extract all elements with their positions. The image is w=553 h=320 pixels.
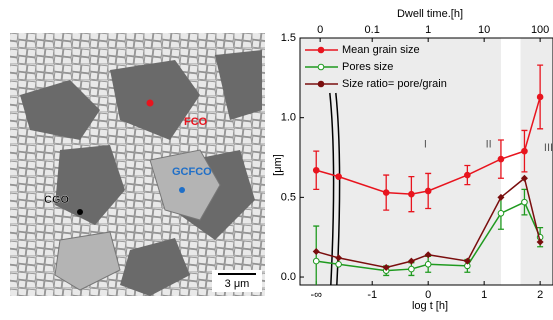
- x-tick-label: 1: [481, 289, 487, 301]
- legend-marker: [318, 81, 324, 87]
- point: [522, 199, 528, 205]
- point: [425, 188, 431, 194]
- label-fco: FCO: [184, 116, 208, 128]
- y-tick-label: 0.0: [281, 271, 296, 283]
- region-label: III: [544, 142, 553, 154]
- point: [522, 148, 528, 154]
- x-axis-title: log t [h]: [412, 300, 448, 312]
- point: [383, 190, 389, 196]
- legend-label: Size ratio= pore/grain: [342, 78, 447, 90]
- x2-tick-label: 10: [478, 24, 490, 36]
- x-tick-label: 2: [537, 289, 543, 301]
- legend-label: Pores size: [342, 61, 393, 73]
- x2-tick-label: 0: [317, 24, 323, 36]
- point: [537, 94, 543, 100]
- y-tick-label: 0.5: [281, 191, 296, 203]
- x2-tick-label: 100: [531, 24, 549, 36]
- fco-dot: [147, 100, 154, 107]
- legend-label: Mean grain size: [342, 44, 420, 56]
- point: [498, 210, 504, 216]
- point: [425, 261, 431, 267]
- x2-axis-title: Dwell time.[h]: [397, 8, 463, 20]
- gcfco-dot: [179, 187, 185, 193]
- shaded-region: [300, 38, 501, 285]
- x2-tick-label: 0.1: [365, 24, 380, 36]
- point: [498, 156, 504, 162]
- y-axis-title: [μm]: [272, 154, 284, 176]
- point: [336, 261, 342, 267]
- label-gcfco: GCFCO: [172, 166, 212, 178]
- x-tick-label: -1: [367, 289, 377, 301]
- point: [313, 258, 319, 264]
- x2-tick-label: 1: [425, 24, 431, 36]
- scale-label: 3 μm: [225, 278, 250, 290]
- cgo-dot: [77, 209, 83, 215]
- y-tick-label: 1.0: [281, 112, 296, 124]
- region-label: I: [424, 139, 427, 151]
- legend-marker: [318, 64, 324, 70]
- legend-marker: [318, 47, 324, 53]
- point: [465, 172, 471, 178]
- figure: FCO GCFCO CGO 3 μm Dwell time.[h] log t …: [0, 0, 553, 315]
- point: [313, 167, 319, 173]
- point: [409, 266, 415, 272]
- point: [409, 191, 415, 197]
- label-cgo: CGO: [44, 194, 70, 206]
- y-tick-label: 1.5: [281, 32, 296, 44]
- x-tick-label: -∞: [310, 289, 322, 301]
- point: [336, 174, 342, 180]
- region-label: II: [486, 139, 492, 151]
- x-tick-label: 0: [425, 289, 431, 301]
- shaded-region: [521, 38, 553, 285]
- micrograph: FCO GCFCO CGO 3 μm: [10, 33, 265, 296]
